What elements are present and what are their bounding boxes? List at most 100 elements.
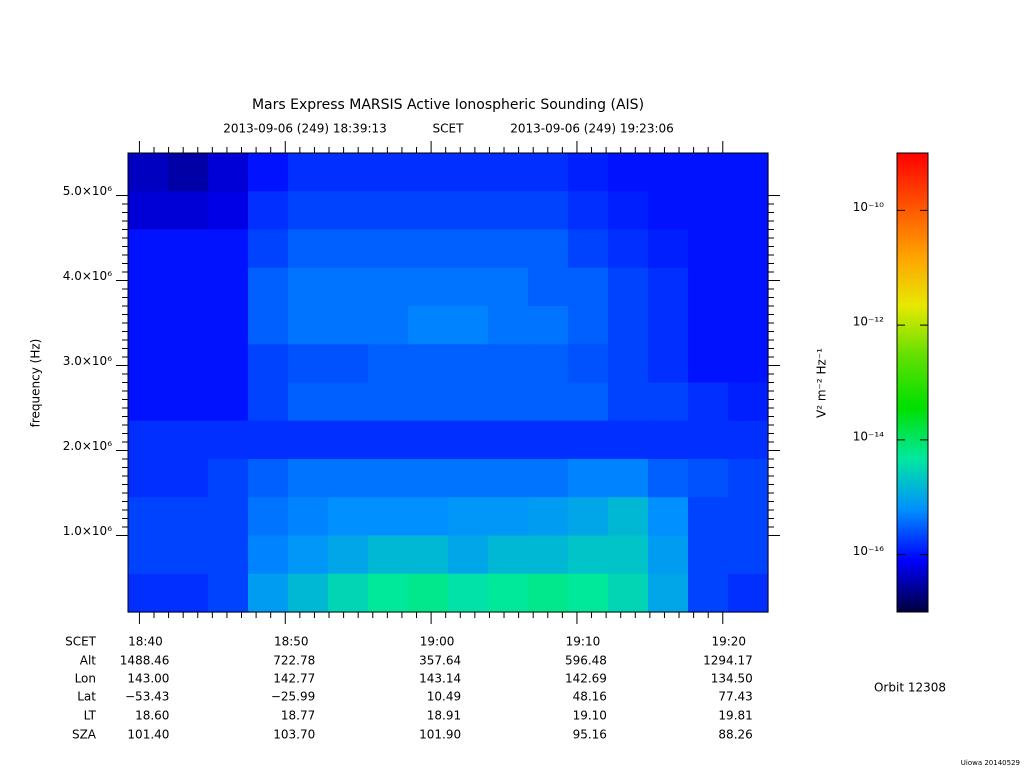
heat-cell — [448, 191, 489, 231]
ephemeris-value: 101.90 — [419, 728, 461, 742]
colorbar-band — [897, 330, 928, 334]
colorbar-band — [897, 232, 928, 236]
colorbar-band — [897, 220, 928, 224]
heat-cell — [208, 344, 249, 384]
colorbar-band — [897, 310, 928, 314]
heat-cell — [488, 382, 529, 422]
ephemeris-value: 142.69 — [565, 672, 607, 686]
heat-cell — [608, 229, 649, 269]
ephemeris-value: 143.14 — [419, 672, 461, 686]
colorbar-band — [897, 422, 928, 425]
heat-cell — [688, 229, 729, 269]
heat-cell — [728, 229, 769, 269]
colorbar-band — [897, 380, 928, 383]
heat-cell — [368, 382, 409, 422]
scet-label: SCET — [433, 122, 465, 136]
colorbar-band — [897, 472, 928, 475]
heat-cell — [288, 229, 329, 269]
ephemeris-label: Alt — [80, 654, 97, 668]
colorbar-band — [897, 568, 928, 571]
heat-cell — [408, 191, 449, 231]
colorbar-band — [897, 482, 928, 485]
colorbar-band — [897, 378, 928, 382]
colorbar-band — [897, 570, 928, 573]
colorbar-band — [897, 320, 928, 324]
heat-cell — [488, 535, 529, 575]
heat-cell — [608, 535, 649, 575]
colorbar-band — [897, 214, 928, 218]
colorbar-band — [897, 374, 928, 378]
colorbar-band — [897, 542, 928, 545]
colorbar-band — [897, 484, 928, 487]
heat-cell — [408, 229, 449, 269]
colorbar-band — [897, 268, 928, 272]
colorbar-band — [897, 166, 928, 170]
heat-cell — [608, 344, 649, 384]
heat-cell — [688, 573, 729, 613]
colorbar-band — [897, 244, 928, 248]
heat-cell — [168, 497, 209, 537]
heat-cell — [568, 497, 609, 537]
colorbar-band — [897, 312, 928, 316]
heat-cell — [248, 267, 289, 307]
colorbar-band — [897, 470, 928, 473]
colorbar-band — [897, 516, 928, 519]
heat-cell — [328, 153, 369, 192]
colorbar-band — [897, 610, 928, 613]
heat-cell — [288, 420, 329, 460]
heat-cell — [608, 573, 649, 613]
heat-cell — [128, 420, 169, 460]
colorbar-band — [897, 352, 928, 356]
heat-cell — [488, 191, 529, 231]
heat-cell — [128, 229, 169, 269]
colorbar-band — [897, 506, 928, 509]
colorbar-band — [897, 238, 928, 242]
colorbar-frame — [896, 152, 929, 613]
y-tick-label: 3.0×10⁶ — [63, 354, 112, 368]
colorbar-band — [897, 394, 928, 397]
colorbar-band — [897, 580, 928, 583]
colorbar-band — [897, 234, 928, 238]
heat-cell — [688, 497, 729, 537]
colorbar-band — [897, 246, 928, 250]
start-time: 2013-09-06 (249) 18:39:13 — [223, 122, 387, 136]
heat-cell — [368, 229, 409, 269]
colorbar-band — [897, 406, 928, 409]
colorbar-band — [897, 386, 928, 389]
heat-cell — [648, 497, 689, 537]
colorbar-band — [897, 442, 928, 445]
heat-cell — [728, 573, 769, 613]
heat-cell — [528, 459, 569, 498]
ephemeris-value: 19.81 — [718, 709, 752, 723]
ephemeris-value: 77.43 — [718, 690, 752, 704]
colorbar-band — [897, 344, 928, 348]
colorbar-band — [897, 462, 928, 465]
colorbar-band — [897, 424, 928, 427]
colorbar-band — [897, 560, 928, 563]
colorbar-band — [897, 186, 928, 190]
colorbar-band — [897, 272, 928, 276]
heat-cell — [288, 267, 329, 307]
heat-cell — [728, 420, 769, 460]
heat-cell — [448, 382, 489, 422]
colorbar-band — [897, 562, 928, 565]
heat-cell — [688, 306, 729, 345]
colorbar-band — [897, 414, 928, 417]
colorbar-band — [897, 556, 928, 559]
heat-cell — [648, 306, 689, 345]
heat-cell — [368, 535, 409, 575]
colorbar-band — [897, 338, 928, 342]
colorbar-band — [897, 198, 928, 202]
heat-cell — [608, 382, 649, 422]
heat-cell — [288, 153, 329, 192]
heat-cell — [568, 306, 609, 345]
heat-cell — [208, 382, 249, 422]
colorbar-band — [897, 370, 928, 374]
colorbar-band — [897, 154, 928, 158]
heat-cell — [728, 344, 769, 384]
heat-cell — [288, 191, 329, 231]
colorbar-band — [897, 540, 928, 543]
heat-cell — [448, 306, 489, 345]
colorbar-band — [897, 430, 928, 433]
ephemeris-value: 88.26 — [718, 728, 752, 742]
